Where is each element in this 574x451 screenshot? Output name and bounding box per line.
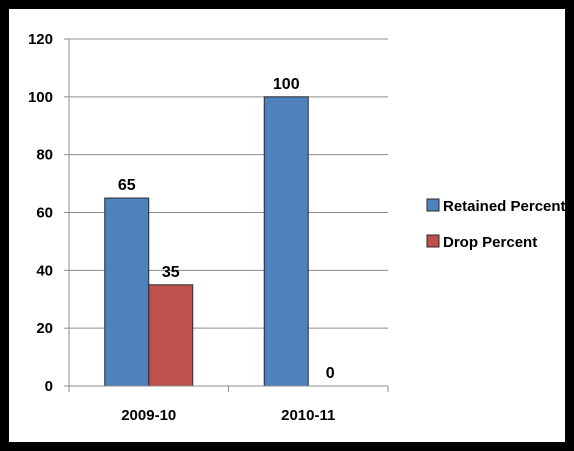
legend: Retained Percent Drop Percent <box>426 198 565 251</box>
x-axis-categories: 2009-10 2010-11 <box>68 386 389 424</box>
y-tick-label: 60 <box>36 205 53 222</box>
data-label: 65 <box>118 177 136 194</box>
y-tick-label: 40 <box>36 262 53 279</box>
data-label: 35 <box>162 264 180 281</box>
bar-drop-percent-2009-10 <box>148 284 194 387</box>
y-tick-label: 100 <box>28 89 53 106</box>
data-labels: 65 35 100 0 <box>118 76 335 382</box>
legend-swatch <box>426 234 440 248</box>
y-tick-label: 0 <box>45 378 53 395</box>
chart-frame: 0 20 40 60 80 100 120 65 35 100 0 2009-10 2010-11 … <box>9 9 565 442</box>
bar-retained-percent-2009-10 <box>104 197 150 387</box>
data-label: 0 <box>326 365 335 382</box>
legend-swatch <box>426 198 440 212</box>
bars <box>104 96 309 387</box>
y-axis-ticks: 0 20 40 60 80 100 120 <box>28 31 69 395</box>
legend-label: Retained Percent <box>443 198 565 215</box>
x-category-label: 2010-11 <box>281 407 335 424</box>
y-tick-label: 80 <box>36 147 53 164</box>
bar-retained-percent-2010-11 <box>263 96 309 387</box>
legend-label: Drop Percent <box>443 234 537 251</box>
x-category-label: 2009-10 <box>121 407 176 424</box>
data-label: 100 <box>273 76 300 93</box>
y-tick-label: 120 <box>28 31 53 48</box>
y-tick-label: 20 <box>36 320 53 337</box>
